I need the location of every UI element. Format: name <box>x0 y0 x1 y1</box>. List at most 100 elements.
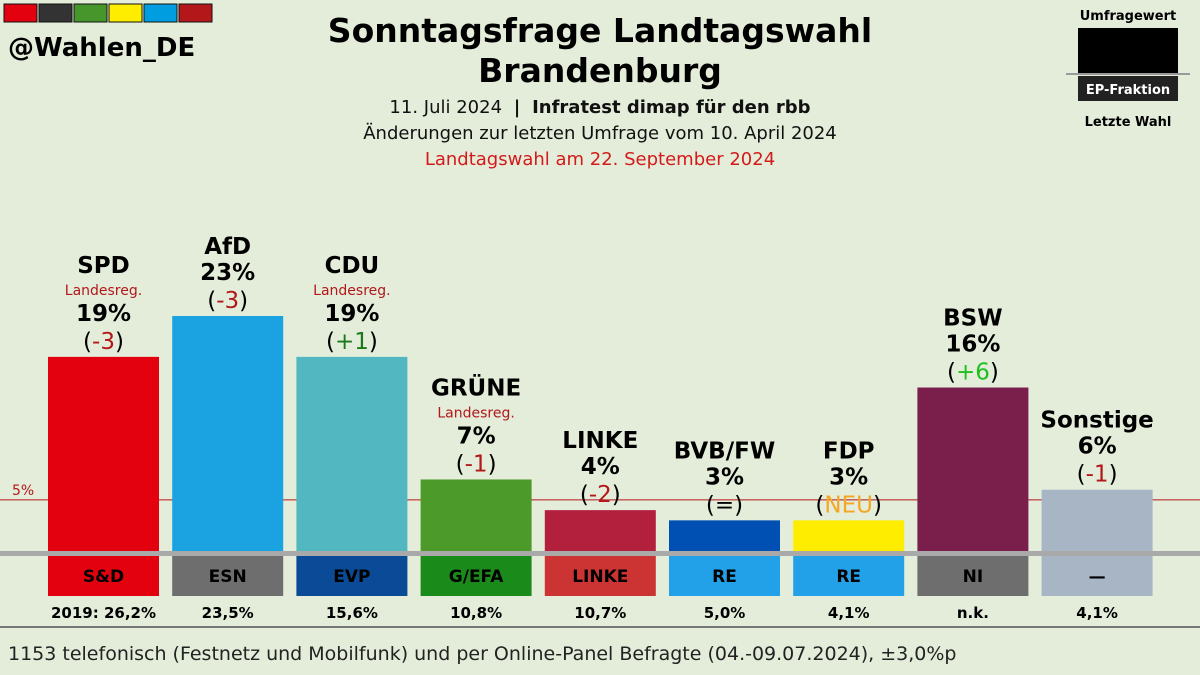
bar-change-label: (-2) <box>580 482 621 508</box>
legend-value-swatch <box>1078 28 1178 74</box>
faction-cell: NI <box>917 556 1029 596</box>
threshold-label: 5% <box>12 483 34 499</box>
faction-label: ESN <box>209 567 247 587</box>
faction-label: LINKE <box>572 567 628 587</box>
party-label: AfD <box>204 234 251 260</box>
legend-top-label: Umfragewert <box>1080 9 1177 24</box>
faction-label: RE <box>836 567 861 587</box>
bar-change-paren: ) <box>488 451 497 477</box>
faction-swatch <box>296 556 408 596</box>
bar-change-paren: ) <box>990 360 999 386</box>
survey-separator: | <box>514 97 521 118</box>
bar-change-paren: ) <box>239 288 248 314</box>
chart-baseline <box>0 551 1200 556</box>
bar-value-label: 6% <box>1078 434 1117 460</box>
bars-group: (-3)19%Landesreg.SPD(-3)23%AfD(+1)19%Lan… <box>48 234 1154 551</box>
bar-group-0: (-3)19% Landesreg. SPD <box>48 253 159 551</box>
faction-swatch <box>917 556 1029 596</box>
bar-change-label: (+1) <box>326 329 378 355</box>
bar-change-paren: ( <box>1077 462 1086 488</box>
bar-value-label: 3% <box>829 464 868 490</box>
bar-value-label: 16% <box>945 332 1000 358</box>
bar-change-paren: ) <box>873 492 882 518</box>
bar-group-5: (=)3%BVB/FW <box>669 438 780 551</box>
bar <box>172 316 284 551</box>
legend-faction-swatch <box>1078 76 1178 101</box>
faction-cell: EVP <box>296 556 408 596</box>
faction-cell: RE <box>669 556 780 596</box>
faction-swatch <box>669 556 780 596</box>
faction-label: S&D <box>83 567 124 587</box>
bar-change-value: -1 <box>1086 462 1109 488</box>
bar <box>669 520 780 551</box>
government-label: Landesreg. <box>65 283 142 299</box>
last-election-label: 10,7% <box>574 604 626 622</box>
brand-swatch <box>108 3 143 23</box>
party-label: LINKE <box>562 428 638 454</box>
bar-group-3: (-1)7% Landesreg. GRÜNE <box>420 373 532 551</box>
election-date: Landtagswahl am 22. September 2024 <box>425 149 775 170</box>
faction-label: NI <box>963 567 984 587</box>
bar <box>1041 489 1153 551</box>
survey-institute: Infratest dimap für den rbb <box>532 97 811 118</box>
bar-group-7: (+6)16%BSW <box>917 306 1029 551</box>
bar-change-label: (=) <box>706 492 743 518</box>
faction-swatch <box>172 556 284 596</box>
bar-group-2: (+1)19% Landesreg. CDU <box>296 253 408 551</box>
bar-group-6: (NEU)3%FDP <box>793 438 905 551</box>
bar-change-label: (-3) <box>207 288 248 314</box>
bar-change-value: -3 <box>92 329 115 355</box>
bar <box>793 520 905 551</box>
account-handle: @Wahlen_DE <box>8 33 195 63</box>
bar-change-paren: ( <box>947 360 956 386</box>
bar-value-label: 7% <box>457 423 496 449</box>
brand-swatch <box>178 3 213 23</box>
bar-change-paren: ( <box>207 288 216 314</box>
comparison-note: Änderungen zur letzten Umfrage vom 10. A… <box>363 123 837 144</box>
faction-swatch <box>793 556 905 596</box>
faction-row: S&D ESN EVP G/EFA LINKE RE RE NI — <box>48 556 1153 596</box>
bar <box>296 356 408 551</box>
faction-cell: ESN <box>172 556 284 596</box>
legend: Umfragewert EP-Fraktion Letzte Wahl <box>1066 9 1190 130</box>
brand-swatch <box>73 3 108 23</box>
survey-info: 11. Juli 2024 | Infratest dimap für den … <box>389 97 810 118</box>
bar-group-8: (-1)6%Sonstige <box>1040 408 1154 551</box>
bar-change-value: = <box>715 492 734 518</box>
party-label: CDU <box>325 253 380 279</box>
last-election-label: 2019: 26,2% <box>51 604 156 622</box>
bar-change-paren: ) <box>369 329 378 355</box>
faction-label: — <box>1089 567 1106 587</box>
bar-change-paren: ) <box>612 482 621 508</box>
bar-change-paren: ( <box>456 451 465 477</box>
bar-group-4: (-2)4%LINKE <box>544 428 656 551</box>
legend-baseline <box>1066 73 1190 75</box>
brand-color-strip <box>3 3 213 23</box>
brand-swatch <box>38 3 73 23</box>
bar-value-label: 4% <box>581 454 620 480</box>
bar-change-paren: ) <box>1109 462 1118 488</box>
bar-change-paren: ( <box>706 492 715 518</box>
bar-change-label: (+6) <box>947 360 999 386</box>
bar <box>544 510 656 551</box>
bar-change-paren: ( <box>83 329 92 355</box>
government-label: Landesreg. <box>313 283 390 299</box>
faction-cell: LINKE <box>544 556 656 596</box>
bar-change-label: (NEU) <box>815 492 882 518</box>
chart-title-line2: Brandenburg <box>478 51 722 90</box>
bar-change-label: (-1) <box>1077 462 1118 488</box>
legend-middle-label: EP-Fraktion <box>1086 83 1170 98</box>
last-election-row: 2019: 26,2% 23,5% 15,6% 10,8% 10,7% 5,0% 4,1% n… <box>51 604 1118 622</box>
party-label: BSW <box>943 306 1002 332</box>
bar-value-label: 3% <box>705 464 744 490</box>
party-label: Sonstige <box>1040 408 1153 434</box>
bar-change-paren: ( <box>580 482 589 508</box>
faction-swatch <box>420 556 532 596</box>
party-label: FDP <box>823 438 875 464</box>
last-election-label: 4,1% <box>828 604 870 622</box>
bar-change-value: -1 <box>465 451 488 477</box>
faction-cell: RE <box>793 556 905 596</box>
footer-note: 1153 telefonisch (Festnetz und Mobilfunk… <box>8 643 957 665</box>
last-election-label: 10,8% <box>450 604 502 622</box>
